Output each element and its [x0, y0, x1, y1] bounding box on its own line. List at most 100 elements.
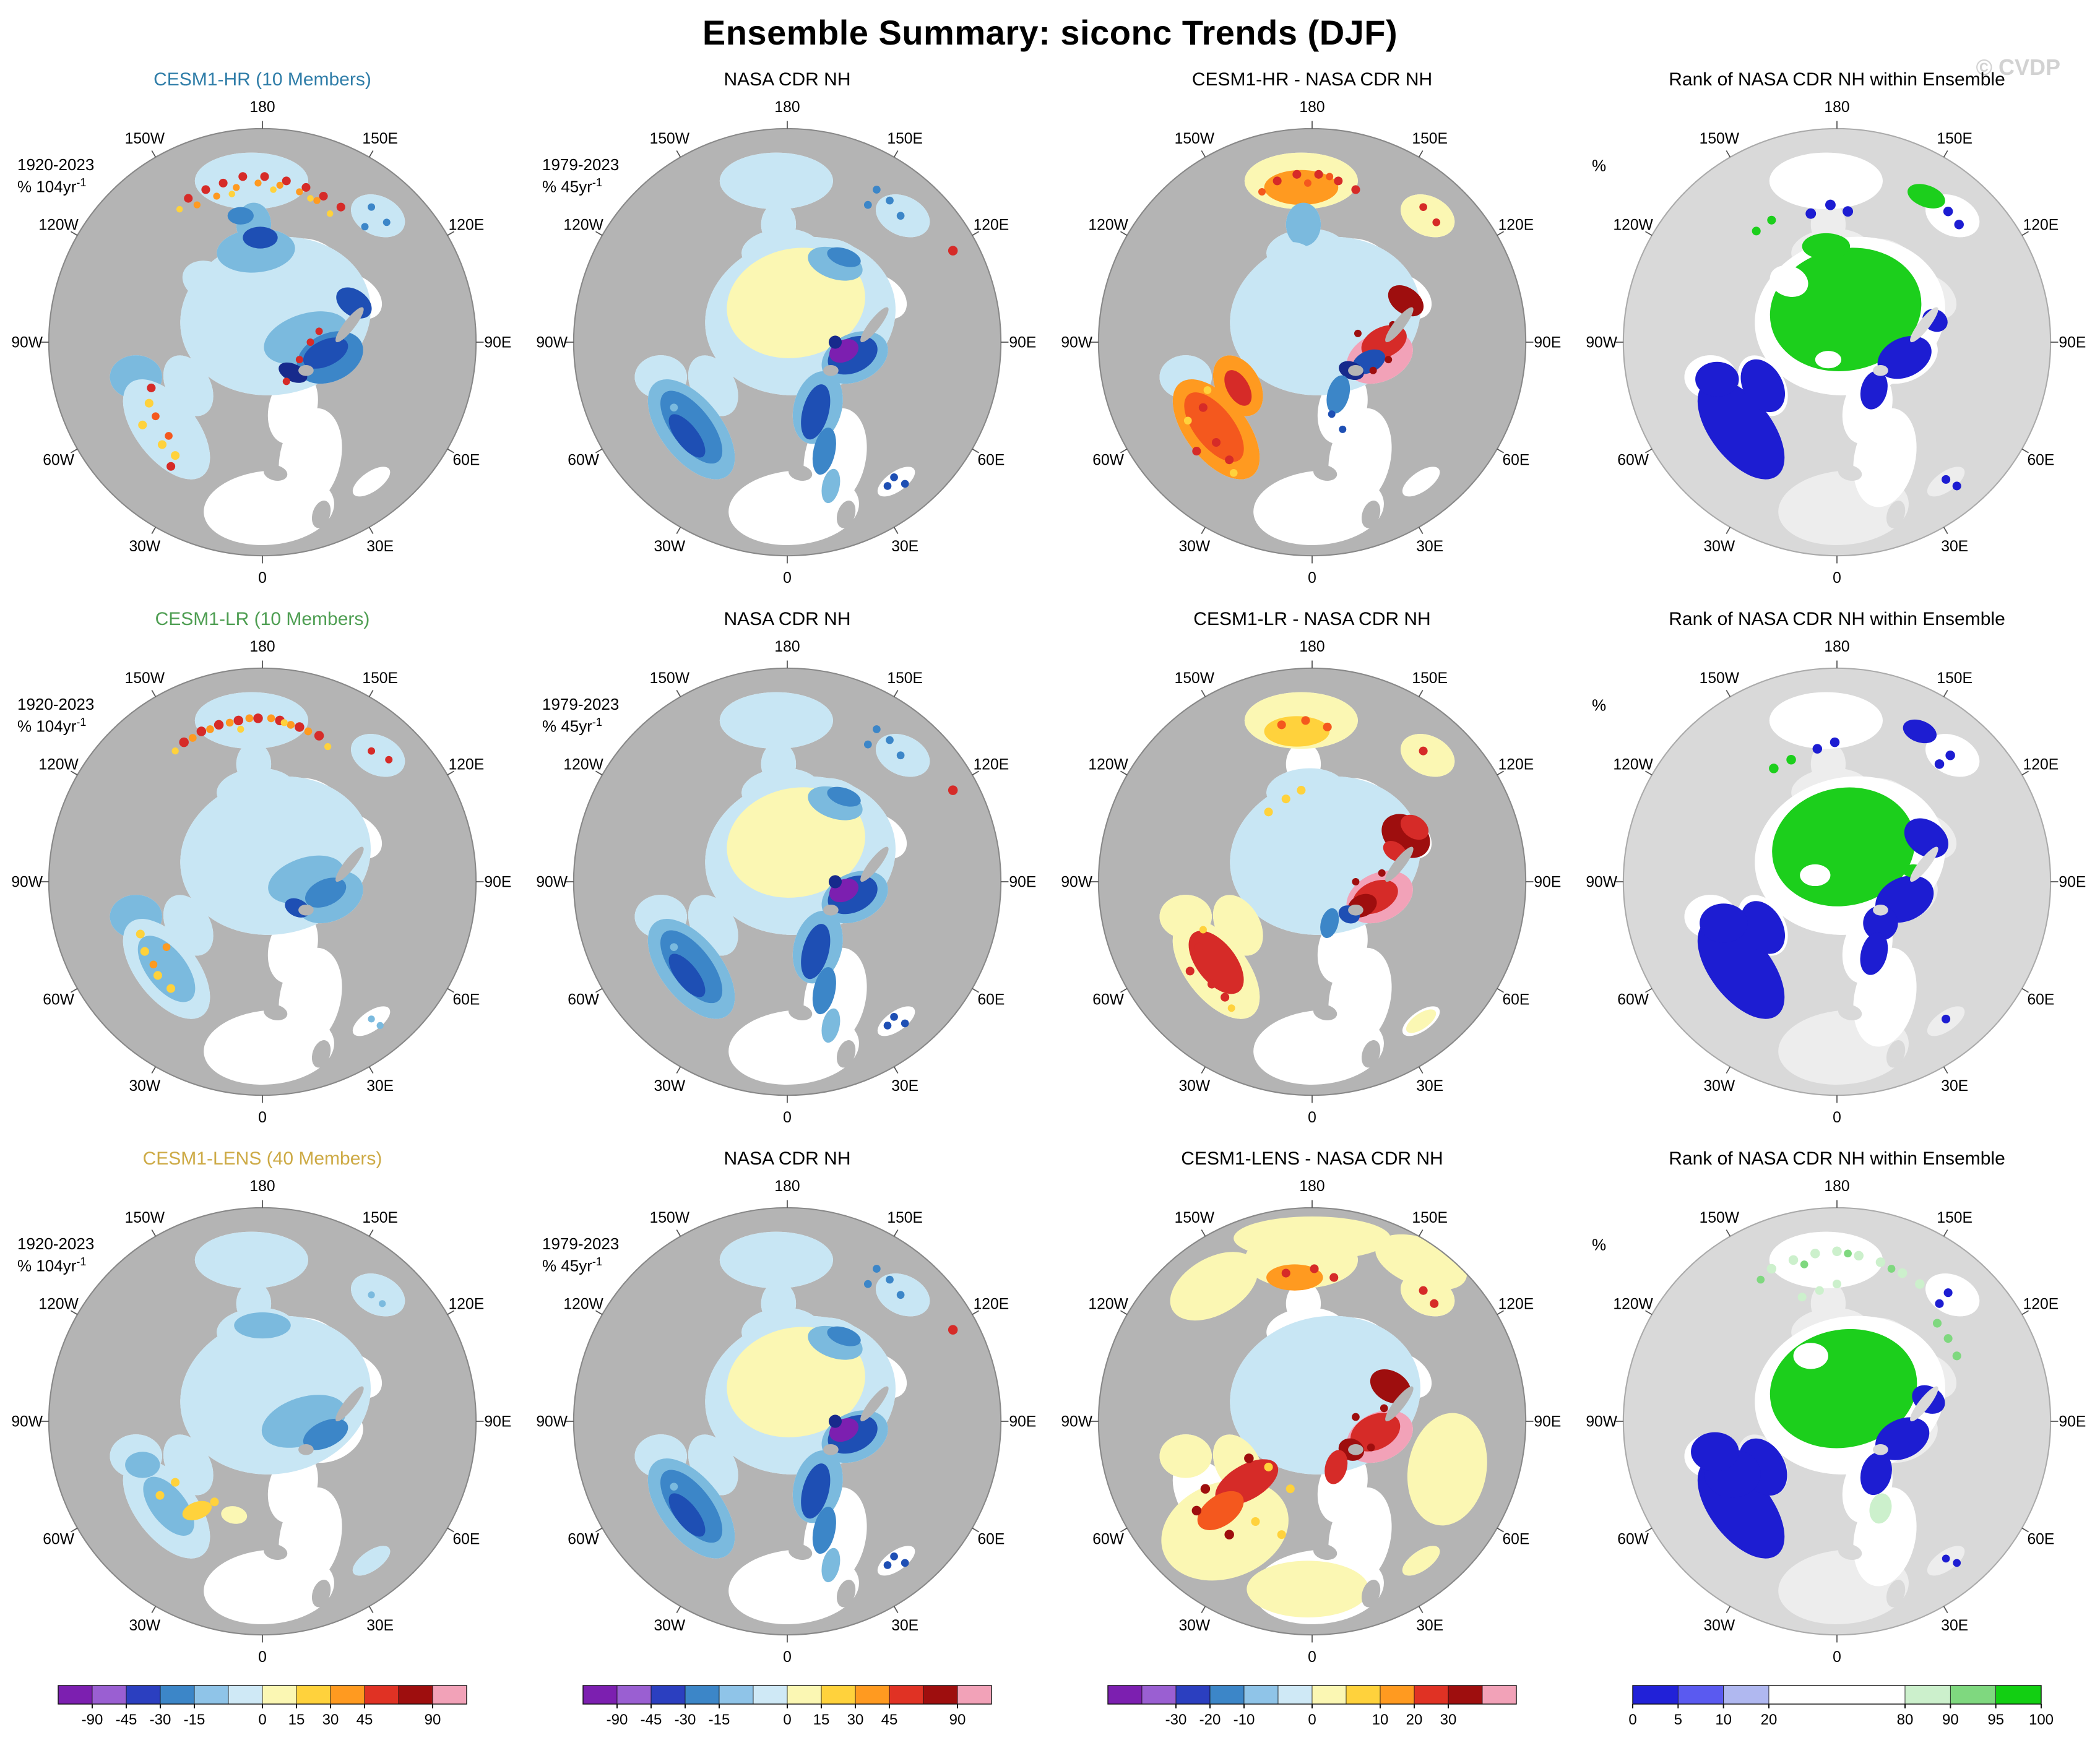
colorbar-tick-label: -30 — [1165, 1711, 1187, 1728]
data-layer — [1684, 1231, 1980, 1587]
panel-title: Rank of NASA CDR NH within Ensemble — [1669, 1148, 2005, 1169]
lon-label: 90E — [1534, 874, 1561, 890]
lon-label: 60E — [977, 452, 1005, 469]
polar-map: 180 150E 120E 90E 60E 30E 0 30W 60W 90W 120W 150W — [1061, 639, 1561, 1126]
island-layer — [1313, 307, 1414, 528]
island-layer — [264, 1386, 364, 1608]
lon-label: 120E — [974, 1296, 1009, 1312]
lon-label: 0 — [258, 570, 267, 587]
lon-label: 0 — [783, 1649, 792, 1666]
lon-label: 120E — [2023, 1296, 2059, 1312]
colorbar-2: -30 -20 -10 0 10 20 30 — [1050, 1684, 1575, 1733]
lon-label: 30W — [1703, 1617, 1735, 1634]
panel-units: % 104yr-1 — [17, 715, 87, 736]
lon-label: 0 — [1833, 570, 1841, 587]
panel-units: % 45yr-1 — [542, 1255, 602, 1275]
island-layer — [789, 1386, 889, 1608]
colorbar-tick-label: -90 — [82, 1711, 103, 1728]
panel-units: % 104yr-1 — [17, 1255, 87, 1275]
map-panel: Rank of NASA CDR NH within Ensemble % 18… — [1575, 1143, 2099, 1683]
lon-label: 120W — [563, 1296, 603, 1312]
colorbar-tick-label: -30 — [675, 1711, 696, 1728]
lon-label: 30E — [366, 538, 394, 555]
lon-label: 0 — [258, 1109, 267, 1126]
lon-label: 30W — [129, 1617, 160, 1634]
panel-side-label: % — [1592, 155, 1606, 176]
lon-label: 120W — [563, 756, 603, 773]
colorbar-tick-label: 15 — [288, 1711, 305, 1728]
lon-label: 90E — [2059, 1413, 2086, 1430]
lon-label: 30W — [1703, 1078, 1735, 1095]
lon-label: 0 — [258, 1649, 267, 1666]
lon-label: 120W — [38, 1296, 79, 1312]
colorbar-tick-label: 0 — [1308, 1711, 1316, 1728]
lon-label: 180 — [1299, 99, 1324, 116]
lon-label: 90E — [1009, 334, 1036, 351]
lon-label: 90E — [1534, 334, 1561, 351]
colorbar-tick-label: -15 — [184, 1711, 205, 1728]
lon-label: 90E — [2059, 334, 2086, 351]
lon-label: 60E — [977, 992, 1005, 1009]
lon-label: 120E — [1498, 1296, 1534, 1312]
colorbar-tick-label: 5 — [1674, 1711, 1682, 1728]
panel-side-label: 1920-2023 % 104yr-1 — [17, 155, 94, 197]
panel-title: CESM1-LR - NASA CDR NH — [1193, 609, 1431, 629]
lon-label: 60E — [452, 992, 480, 1009]
lon-label: 180 — [1299, 1178, 1324, 1195]
lon-label: 150E — [887, 670, 923, 687]
lon-label: 90W — [1586, 1413, 1618, 1430]
map-layers — [1098, 1207, 1526, 1635]
polar-map: 180 150E 120E 90E 60E 30E 0 30W 60W 90W 120W 150W — [1061, 1178, 1561, 1666]
map-panel: CESM1-HR - NASA CDR NH 180 150E 120E 90E 60E… — [1050, 64, 1575, 604]
lon-label: 90W — [1586, 334, 1618, 351]
lon-label: 30W — [654, 1617, 685, 1634]
lon-label: 60W — [568, 992, 599, 1009]
lon-label: 30E — [1416, 538, 1443, 555]
lon-label: 180 — [774, 639, 800, 655]
lon-label: 120E — [449, 756, 485, 773]
colorbar-tick-label: 80 — [1897, 1711, 1914, 1728]
lon-label: 120W — [1613, 1296, 1653, 1312]
lon-label: 150W — [1175, 131, 1215, 147]
map-panel: CESM1-LR (10 Members) 1920-2023 % 104yr-… — [0, 604, 525, 1143]
colorbar-tick-label: 90 — [1942, 1711, 1959, 1728]
data-layer — [1684, 152, 1980, 507]
lon-label: 180 — [774, 1178, 800, 1195]
figure-header: Ensemble Summary: siconc Trends (DJF) © … — [0, 0, 2100, 80]
lon-label: 60W — [1092, 452, 1124, 469]
lon-label: 60W — [1617, 1531, 1649, 1548]
lon-label: 90E — [1009, 874, 1036, 890]
lon-label: 150W — [125, 131, 165, 147]
lon-label: 90W — [12, 1413, 43, 1430]
colorbar-tick-label: 0 — [1628, 1711, 1636, 1728]
map-layers — [573, 1207, 1001, 1635]
colorbar-svg: -30 -20 -10 0 10 20 30 — [1107, 1685, 1517, 1728]
panel-title: CESM1-HR (10 Members) — [153, 69, 371, 90]
polar-map: 180 150E 120E 90E 60E 30E 0 30W 60W 90W 120W 150W — [537, 639, 1036, 1126]
map-layers — [1098, 128, 1526, 556]
lon-label: 60W — [1092, 1531, 1124, 1548]
lon-label: 120W — [1088, 217, 1128, 233]
lon-label: 30E — [891, 1617, 918, 1634]
panel-period: 1920-2023 — [17, 1234, 95, 1253]
island-layer — [1313, 1386, 1414, 1608]
colorbar-tick-label: 20 — [1406, 1711, 1423, 1728]
lon-label: 60E — [2027, 992, 2054, 1009]
lon-label: 60E — [1502, 992, 1529, 1009]
lon-label: 120W — [1088, 1296, 1128, 1312]
lon-label: 0 — [1833, 1109, 1841, 1126]
lon-label: 30W — [129, 538, 160, 555]
lon-label: 120E — [449, 1296, 485, 1312]
lon-label: 150W — [125, 1210, 165, 1226]
lon-label: 30W — [1178, 1617, 1210, 1634]
lon-label: 180 — [1824, 99, 1849, 116]
lon-label: 90W — [537, 334, 568, 351]
panel-units: % 104yr-1 — [17, 176, 87, 196]
panel-title: CESM1-HR - NASA CDR NH — [1191, 69, 1433, 90]
data-layer — [1684, 692, 1980, 1047]
lon-label: 60W — [43, 1531, 74, 1548]
lon-label: 0 — [1833, 1649, 1841, 1666]
panel-side-label: % — [1592, 1234, 1606, 1255]
lon-label: 90W — [537, 1413, 568, 1430]
map-layers — [573, 668, 1001, 1096]
